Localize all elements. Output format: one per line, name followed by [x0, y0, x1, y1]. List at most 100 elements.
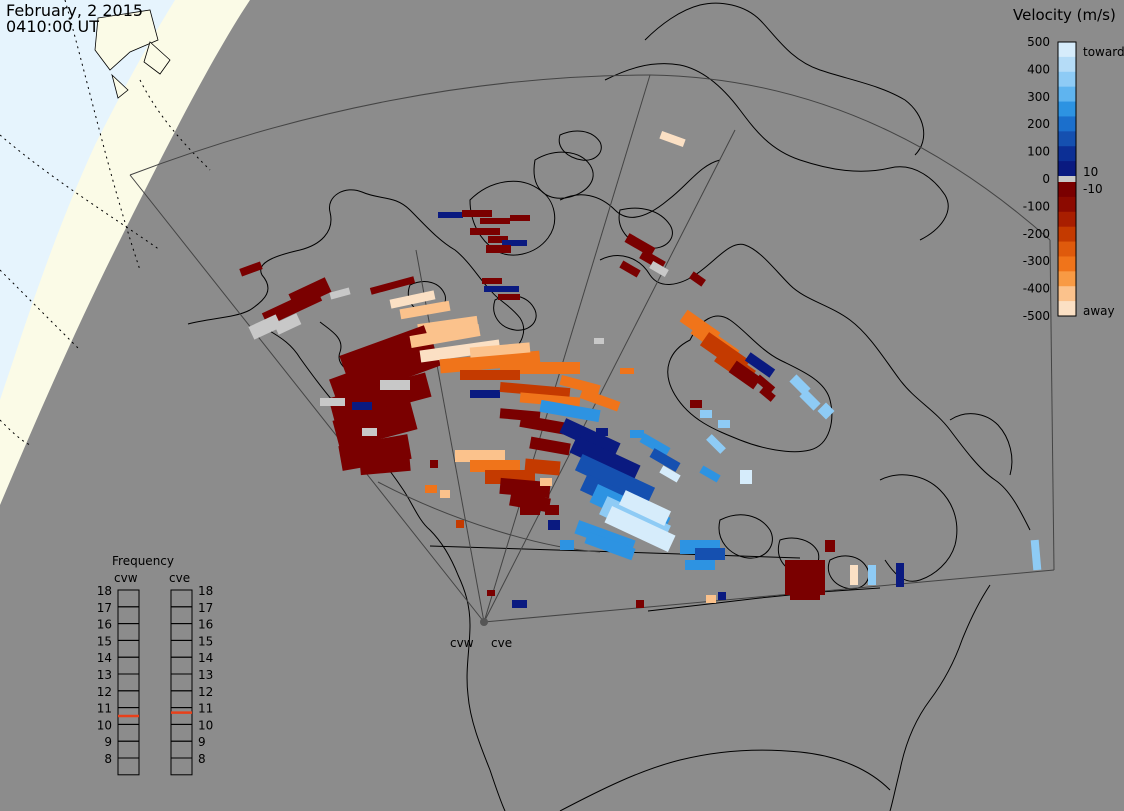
velocity-cell	[630, 430, 644, 438]
colorbar-tick-label: -400	[1023, 282, 1050, 296]
velocity-cell	[649, 448, 681, 472]
frequency-scale-cell	[170, 589, 193, 608]
frequency-tick-label: 11	[198, 702, 213, 716]
frequency-tick-label: 10	[198, 718, 213, 732]
colorbar-tick-label: 200	[1027, 117, 1050, 131]
velocity-cell	[850, 565, 858, 585]
velocity-cell	[502, 240, 527, 246]
frequency-scales	[117, 589, 193, 776]
velocity-cell	[695, 548, 725, 560]
velocity-cell	[510, 215, 530, 221]
colorbar-tick-label: 0	[1042, 172, 1050, 186]
velocity-cell	[486, 245, 511, 253]
frequency-scale-cell	[170, 757, 193, 776]
velocity-cell	[620, 368, 634, 374]
velocity-cell	[362, 428, 377, 436]
velocity-cell	[790, 580, 820, 600]
frequency-scale-cell	[117, 639, 140, 658]
velocity-cell	[699, 465, 721, 483]
colorbar-swatch	[1058, 256, 1076, 272]
velocity-cell	[868, 565, 876, 585]
colorbar-swatch	[1058, 146, 1076, 162]
frequency-scale-cell	[170, 707, 193, 725]
frequency-tick-label: 14	[97, 651, 112, 665]
velocity-cell	[462, 210, 492, 217]
velocity-cell	[728, 360, 762, 390]
frequency-scale-cell	[117, 673, 140, 692]
frequency-tick-label: 15	[198, 634, 213, 648]
header-time: 0410:00 UT	[6, 17, 100, 36]
frequency-tick-label: 16	[198, 618, 213, 632]
velocity-cell	[329, 341, 441, 404]
velocity-cell	[539, 399, 601, 423]
colorbar-swatch	[1058, 226, 1076, 243]
frequency-tick-label: 17	[198, 601, 213, 615]
frequency-tick-label: 14	[198, 651, 213, 665]
velocity-cell	[569, 436, 641, 482]
frequency-scale-cell	[117, 757, 140, 776]
frequency-scale-cell	[170, 656, 193, 675]
velocity-cell	[512, 600, 527, 608]
velocity-cell	[273, 313, 302, 335]
velocity-cell	[455, 450, 505, 462]
colorbar-tick-label: 400	[1027, 62, 1050, 76]
velocity-cell	[618, 490, 672, 526]
velocity-cell	[498, 294, 520, 300]
colorbar-ground-scatter-swatch	[1058, 176, 1076, 182]
velocity-cell	[380, 380, 410, 390]
velocity-cell	[596, 428, 608, 436]
frequency-scale-cell	[117, 656, 140, 675]
colorbar-inner-label-pos: 10	[1083, 165, 1098, 179]
velocity-cell	[524, 458, 561, 476]
velocity-cell	[440, 490, 450, 498]
velocity-cell	[540, 478, 552, 486]
frequency-scale-cell	[170, 606, 193, 625]
velocity-cell	[470, 460, 520, 472]
velocity-cell	[520, 505, 540, 515]
velocity-cell	[594, 338, 604, 344]
velocity-cell	[484, 286, 519, 292]
velocity-cell	[574, 453, 656, 505]
velocity-cell	[460, 370, 520, 380]
velocity-cell	[499, 381, 571, 399]
velocity-cell	[548, 520, 560, 530]
frequency-tick-label: 9	[104, 735, 112, 749]
velocity-cell	[359, 452, 411, 476]
frequency-panel: Frequency cvw cve 18 18 17 17 16 16 15 15 14 14 13…	[97, 554, 214, 776]
frequency-tick-labels: 18 18 17 17 16 16 15 15 14 14 13 13 12 12 11 11 10 10 9 9 8 8	[97, 584, 214, 766]
colorbar-inner-label-neg: -10	[1083, 182, 1103, 196]
velocity-cell	[425, 485, 437, 493]
velocity-cell	[480, 218, 510, 224]
colorbar-title: Velocity (m/s)	[1013, 6, 1116, 24]
frequency-scale-cell	[117, 690, 140, 709]
velocity-cell	[754, 374, 776, 394]
frequency-tick-label: 12	[198, 685, 213, 699]
colorbar-swatch	[1058, 161, 1076, 177]
header-date: February, 2 2015	[6, 1, 144, 20]
colorbar-swatch	[1058, 56, 1076, 73]
velocity-cell	[399, 300, 451, 320]
frequency-tick-label: 9	[198, 735, 206, 749]
velocity-cell	[789, 374, 811, 396]
velocity-cell	[487, 590, 495, 596]
frequency-scale-cell	[117, 740, 140, 759]
velocity-cell	[817, 402, 835, 420]
velocity-cell	[896, 563, 904, 587]
velocity-cell	[470, 228, 500, 235]
frequency-tick-label: 13	[198, 668, 213, 682]
colorbar-tick-label: -100	[1023, 199, 1050, 213]
velocity-cell	[624, 233, 656, 257]
colorbar-tick-label: -500	[1023, 309, 1050, 323]
colorbar-swatch	[1058, 42, 1076, 58]
frequency-label-cvw: cvw	[114, 571, 138, 585]
colorbar-swatch	[1058, 182, 1076, 198]
colorbar-swatch	[1058, 131, 1076, 147]
velocity-cell	[604, 506, 676, 552]
radar-field-of-view	[129, 74, 1055, 623]
frequency-tick-label: 8	[104, 752, 112, 766]
colorbar-frame	[1057, 41, 1077, 317]
frequency-tick-label: 15	[97, 634, 112, 648]
frequency-tick-label: 16	[97, 618, 112, 632]
velocity-cell	[825, 540, 835, 552]
